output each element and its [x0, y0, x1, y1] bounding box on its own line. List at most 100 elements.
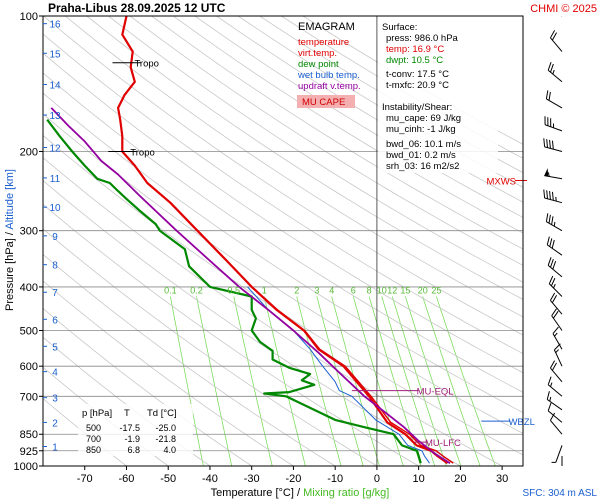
- table-header-t: T: [124, 408, 130, 419]
- mu-cinh-value: mu_cinh: -1 J/kg: [386, 124, 456, 135]
- mixing-ratio-line: [296, 296, 342, 466]
- x-axis-title: Temperature [°C] / Mixing ratio [g/kg]: [211, 487, 390, 499]
- table-cell: 850: [86, 445, 101, 455]
- wind-barb: [552, 326, 563, 350]
- barb-half: [550, 382, 553, 387]
- x-tick-label: 0: [374, 473, 380, 485]
- x-tick-label: -60: [119, 473, 135, 485]
- km-tick-label: 9: [52, 232, 58, 243]
- km-tick-label: 14: [49, 81, 61, 92]
- legend-updraft: updraft v.temp.: [298, 81, 361, 92]
- barb-pennant: [544, 168, 549, 177]
- y-tick-label: 400: [20, 282, 38, 294]
- barb-flag: [552, 260, 557, 270]
- surface-elevation: SFC: 304 m ASL: [523, 488, 598, 499]
- mixing-ratio-line: [196, 296, 233, 466]
- table-cell: -25.0: [155, 423, 176, 433]
- table-header-p: p [hPa]: [82, 408, 112, 419]
- mixing-ratio-line: [263, 296, 306, 466]
- barb-flag: [552, 326, 559, 334]
- table-cell: -1.9: [124, 434, 140, 444]
- mixing-ratio-label: 2: [294, 286, 299, 296]
- table-header-td: Td [°C]: [147, 408, 177, 419]
- barb-half: [553, 123, 555, 128]
- wind-barb: [545, 213, 563, 232]
- surface-title: Surface:: [382, 22, 417, 33]
- mixing-ratio-label: 3: [314, 286, 319, 296]
- legend-virt-temp: virt.temp.: [298, 48, 337, 59]
- y-tick-label: 925: [20, 446, 38, 458]
- barb-staff: [553, 349, 563, 367]
- mixing-ratio-line: [233, 296, 273, 466]
- surface-temp: temp: 16.9 °C: [386, 44, 444, 55]
- table-cell: -17.5: [119, 423, 140, 433]
- km-tick-label: 7: [52, 288, 58, 299]
- data-table-bg: [78, 404, 193, 456]
- barb-flag: [546, 190, 549, 199]
- wind-barb: [549, 292, 563, 315]
- mixing-ratio-label: 0.1: [164, 286, 177, 296]
- x-tick-label: -50: [160, 473, 176, 485]
- barb-half: [552, 69, 555, 75]
- km-tick-label: 4: [52, 368, 58, 379]
- wind-barb: [546, 236, 563, 256]
- barb-half: [558, 474, 562, 476]
- surface-tconv: t-conv: 17.5 °C: [386, 69, 449, 80]
- km-tick-label: 5: [52, 342, 58, 353]
- wind-barb: [545, 90, 563, 109]
- barb-flag: [549, 360, 556, 369]
- wind-barb: [543, 138, 563, 152]
- km-tick-label: 6: [52, 315, 58, 326]
- barb-staff: [550, 420, 563, 435]
- updraft-v-temp-line: [50, 107, 451, 464]
- x-tick-label: 10: [413, 473, 425, 485]
- y-axis-label: Pressure [hPa]: [4, 238, 16, 311]
- table-cell: 6.8: [127, 445, 140, 455]
- x-axis-label: Temperature [°C]: [211, 487, 294, 499]
- barb-flag: [551, 32, 557, 41]
- mixing-ratio-line: [381, 296, 436, 466]
- legend-mu-cape: MU CAPE: [302, 97, 345, 108]
- tropopause-label: Tropo: [134, 59, 158, 70]
- wind-barb: [547, 257, 563, 278]
- y-axis-title: Pressure [hPa] / Altitude [km]: [4, 169, 16, 311]
- surface-tmxfc: t-mxfc: 20.9 °C: [386, 80, 449, 91]
- dew-point-line: [46, 119, 422, 464]
- mixing-ratio-line: [405, 296, 462, 466]
- mixing-ratio-label: 0.5: [228, 286, 241, 296]
- wind-barb: [547, 376, 563, 397]
- barb-flag: [549, 191, 551, 200]
- barb-flag: [547, 376, 552, 385]
- y-tick-label: 1000: [14, 461, 38, 473]
- sounding-series: [46, 16, 454, 465]
- legend-mu-cape-swatch: [297, 95, 355, 108]
- x-tick-label: 20: [454, 473, 466, 485]
- mu-cape-value: mu_cape: 69 J/kg: [386, 113, 461, 124]
- wind-barb: [543, 189, 563, 204]
- wind-barb: [551, 308, 563, 331]
- mixing-ratio-lines: [170, 296, 496, 466]
- dry-adiabat: [43, 280, 294, 466]
- x-tick-label: -30: [244, 473, 260, 485]
- mixing-ratio-line: [391, 296, 447, 466]
- barb-flag: [546, 391, 550, 400]
- barb-staff: [555, 445, 563, 463]
- barb-flag: [554, 343, 561, 351]
- x-tick-label: -70: [77, 473, 93, 485]
- mixing-ratio-line: [331, 296, 380, 466]
- y-tick-label: 700: [20, 391, 38, 403]
- barb-half: [554, 332, 558, 337]
- barb-flag: [549, 412, 556, 421]
- chart-title: EMAGRAM: [298, 21, 355, 33]
- km-tick-label: 15: [49, 49, 61, 60]
- barb-flag: [550, 259, 554, 268]
- mixing-ratio-label: 4: [329, 286, 334, 296]
- y-tick-label: 850: [20, 429, 38, 441]
- dry-adiabat: [86, 16, 523, 300]
- barb-staff: [547, 410, 563, 423]
- dry-adiabat: [43, 52, 523, 374]
- barb-staff: [548, 283, 563, 297]
- table-cell: 700: [86, 434, 101, 444]
- km-tick-label: 11: [50, 174, 61, 185]
- mixing-ratio-line: [436, 296, 496, 466]
